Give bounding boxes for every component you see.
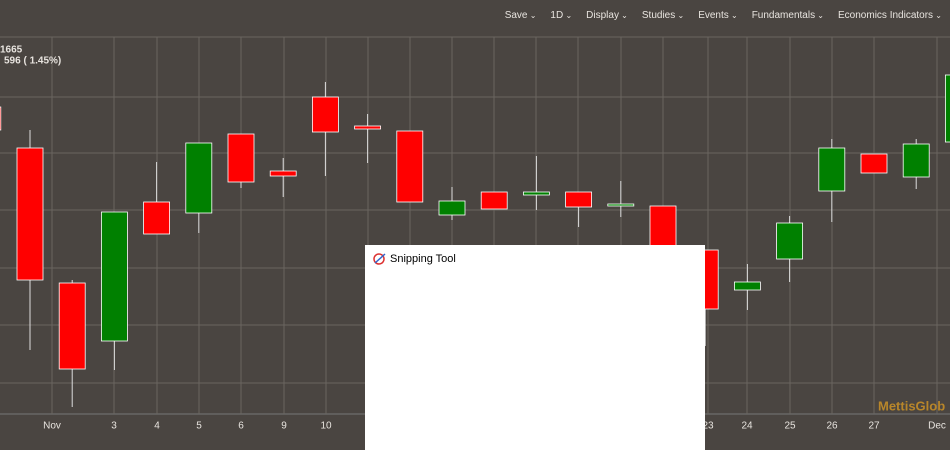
candle-body [607, 203, 635, 207]
x-tick-label: 25 [784, 421, 796, 432]
candle-body [776, 222, 803, 260]
candle-body [480, 191, 508, 210]
candle-body [311, 96, 339, 133]
toolbar-button[interactable]: Save [505, 10, 537, 21]
candle-body [101, 211, 128, 342]
toolbar-button[interactable]: Fundamentals [752, 10, 824, 21]
x-tick-label: 26 [826, 421, 838, 432]
candle-body [354, 125, 382, 130]
window-title: Snipping Tool [390, 253, 456, 265]
toolbar: Save 1D Display Studies Events Fundamentals Ec… [505, 10, 942, 21]
toolbar-button[interactable]: Studies [642, 10, 684, 21]
x-tick-label: 3 [111, 421, 117, 432]
x-tick-label: 27 [868, 421, 880, 432]
x-tick-label: 6 [238, 421, 244, 432]
x-tick-label: Nov [43, 421, 61, 432]
candle-body [734, 281, 761, 291]
price: 1665 [0, 45, 23, 56]
candle-body [269, 170, 297, 177]
candle-body [0, 106, 2, 131]
candle-body [58, 282, 86, 370]
x-tick-label: Dec [928, 421, 946, 432]
candle-body [185, 142, 213, 214]
candle-body [396, 130, 424, 203]
snip-icon [373, 253, 386, 265]
watermark: MettisGlob [878, 398, 945, 413]
change: 596 ( 1.45%) [4, 56, 61, 67]
candle-body [565, 191, 592, 208]
candle-body [438, 200, 466, 216]
x-tick-label: 24 [741, 421, 753, 432]
toolbar-button[interactable]: Economics Indicators [838, 10, 942, 21]
toolbar-button[interactable]: Display [586, 10, 628, 21]
candle-body [818, 147, 846, 192]
toolbar-button[interactable]: Events [698, 10, 738, 21]
candle-body [227, 133, 255, 183]
x-tick-label: 4 [154, 421, 160, 432]
candle-body [16, 147, 44, 281]
candle-body [523, 191, 550, 196]
candle-body [860, 153, 888, 174]
candle-body [902, 143, 930, 178]
candle-body [945, 74, 950, 143]
x-tick-label: 23 [702, 421, 714, 432]
snipping-tool-window[interactable]: Snipping Tool [365, 245, 705, 450]
x-tick-label: 10 [320, 421, 332, 432]
candle-body [143, 201, 171, 235]
x-tick-label: 9 [281, 421, 287, 432]
x-tick-label: 5 [196, 421, 202, 432]
toolbar-button[interactable]: 1D [550, 10, 572, 21]
